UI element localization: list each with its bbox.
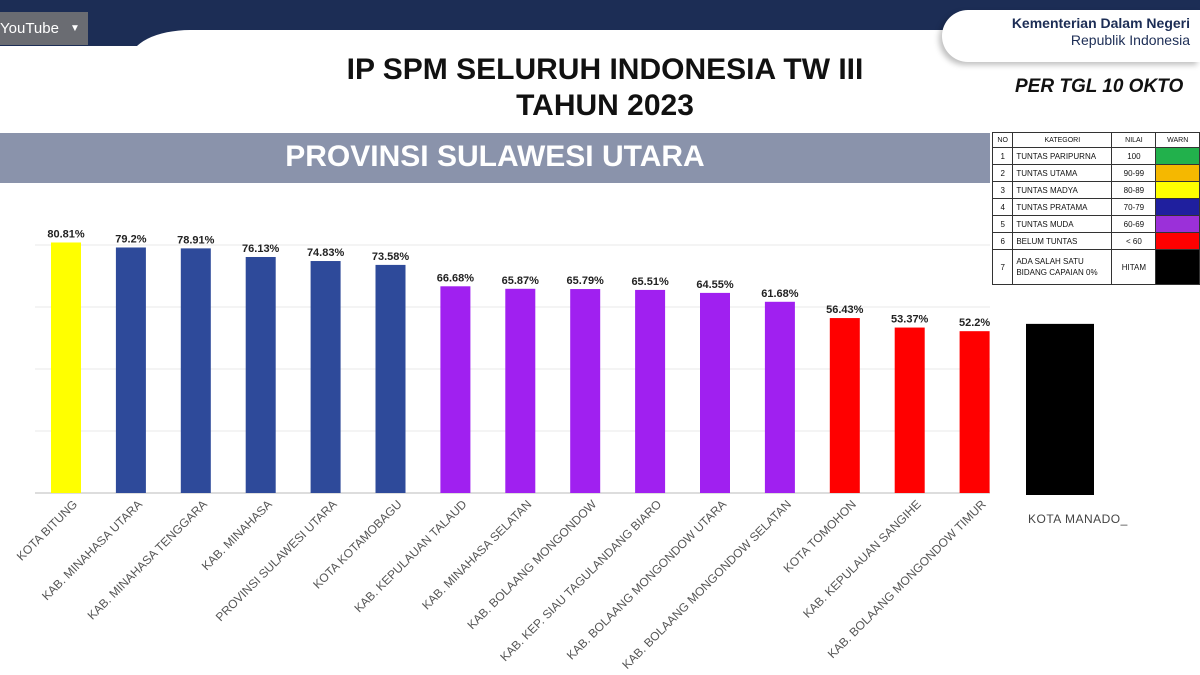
legend-no: 2	[991, 164, 1014, 182]
legend-no: 1	[991, 147, 1014, 165]
bar-value-label: 53.37%	[891, 314, 929, 326]
legend-row: 7 ADA SALAH SATU BIDANG CAPAIAN 0% HITAM	[991, 249, 1200, 285]
chevron-down-icon: ▼	[70, 23, 80, 34]
bar-value-label: 80.81%	[47, 228, 85, 240]
category-label: KAB. MINAHASA TENGGARA	[85, 497, 210, 622]
bar	[570, 289, 601, 493]
top-band-curve	[130, 30, 1030, 60]
bar	[51, 242, 81, 493]
bar-value-label: 76.13%	[242, 243, 280, 255]
legend-header-warna: WARN	[1155, 132, 1200, 148]
legend-nilai: HITAM	[1111, 249, 1157, 285]
legend-kategori: TUNTAS UTAMA	[1012, 164, 1113, 182]
legend-row: 2 TUNTAS UTAMA 90-99	[991, 164, 1200, 182]
ministry-country: Republik Indonesia	[1070, 32, 1190, 48]
bar-value-label: 78.91%	[177, 234, 215, 246]
bar	[245, 256, 276, 493]
bar-value-label: 74.83%	[307, 247, 345, 259]
legend-color-swatch	[1155, 147, 1200, 165]
legend-kategori: ADA SALAH SATU BIDANG CAPAIAN 0%	[1012, 249, 1113, 285]
category-label: KOTA BITUNG	[14, 497, 80, 563]
bar	[829, 318, 860, 493]
legend-nilai: 100	[1111, 147, 1157, 165]
bar	[440, 286, 471, 493]
bar	[115, 247, 146, 493]
bar-value-label: 73.58%	[372, 251, 410, 263]
legend-nilai: 80-89	[1111, 181, 1157, 199]
title-line-2: TAHUN 2023	[516, 89, 694, 122]
category-label: KAB. KEPULAUAN SANGIHE	[800, 497, 924, 621]
legend-kategori: BELUM TUNTAS	[1012, 232, 1113, 250]
bar-value-label: 65.87%	[502, 275, 540, 287]
legend-color-swatch	[1155, 215, 1200, 233]
legend-header-nilai: NILAI	[1111, 132, 1157, 148]
province-banner: PROVINSI SULAWESI UTARA	[0, 133, 990, 183]
legend-color-swatch	[1155, 232, 1200, 250]
category-label: KAB. MINAHASA	[199, 497, 275, 573]
bar	[505, 288, 536, 493]
legend-row: 3 TUNTAS MADYA 80-89	[991, 181, 1200, 199]
bar	[700, 292, 730, 493]
legend-row: 5 TUNTAS MUDA 60-69	[991, 215, 1200, 233]
legend-kategori: TUNTAS MADYA	[1012, 181, 1113, 199]
legend-color-swatch	[1155, 249, 1200, 285]
legend-no: 7	[991, 249, 1014, 285]
legend-row: 1 TUNTAS PARIPURNA 100	[991, 147, 1200, 165]
chart-value-labels: 80.81% 79.2% 78.91% 76.13% 74.83% 73.58% 66.68…	[47, 228, 990, 329]
bar	[375, 264, 406, 493]
legend-kategori: TUNTAS MUDA	[1012, 215, 1113, 233]
bar	[635, 289, 666, 493]
title-line-1: IP SPM SELURUH INDONESIA TW III	[346, 53, 864, 86]
youtube-label: YouTube	[0, 20, 59, 37]
legend-color-swatch	[1155, 181, 1200, 199]
legend-color-swatch	[1155, 164, 1200, 182]
bar-chart: 80.81% 79.2% 78.91% 76.13% 74.83% 73.58% 66.68…	[14, 228, 991, 672]
legend-header-kategori: KATEGORI	[1012, 132, 1113, 148]
category-label: PROVINSI SULAWESI UTARA	[213, 497, 340, 624]
legend-kategori: TUNTAS PRATAMA	[1012, 198, 1113, 216]
bar-value-label: 65.51%	[631, 276, 669, 288]
bar-value-label: 56.43%	[826, 304, 864, 316]
legend-no: 6	[991, 232, 1014, 250]
manado-bar	[1026, 323, 1094, 495]
category-label: KAB. MINAHASA SELATAN	[419, 497, 534, 612]
category-legend-table: NO KATEGORI NILAI WARN 1 TUNTAS PARIPURN…	[991, 132, 1200, 285]
bar-value-label: 66.68%	[437, 272, 475, 284]
legend-nilai: 60-69	[1111, 215, 1157, 233]
bar	[894, 327, 925, 493]
bar-value-label: 61.68%	[761, 288, 799, 300]
bar-value-label: 79.2%	[115, 233, 146, 245]
province-title: PROVINSI SULAWESI UTARA	[285, 140, 705, 173]
date-note: PER TGL 10 OKTO	[1015, 76, 1184, 97]
legend-kategori: TUNTAS PARIPURNA	[1012, 147, 1113, 165]
bar	[180, 248, 211, 493]
bar-value-label: 65.79%	[567, 275, 605, 287]
bar	[764, 301, 795, 493]
legend-nilai: 90-99	[1111, 164, 1157, 182]
ministry-badge: Kementerian Dalam Negeri Republik Indone…	[942, 10, 1200, 62]
bar-value-label: 64.55%	[696, 279, 734, 291]
legend-header-row: NO KATEGORI NILAI WARN	[991, 132, 1200, 148]
legend-nilai: 70-79	[1111, 198, 1157, 216]
youtube-menu-button[interactable]: YouTube ▼	[0, 12, 88, 45]
legend-no: 5	[991, 215, 1014, 233]
legend-row: 6 BELUM TUNTAS < 60	[991, 232, 1200, 250]
bar-value-label: 52.2%	[959, 317, 990, 329]
page-title: IP SPM SELURUH INDONESIA TW III TAHUN 20…	[300, 52, 910, 124]
legend-header-no: NO	[991, 132, 1014, 148]
legend-kategori-text: ADA SALAH SATU BIDANG CAPAIAN 0%	[1016, 257, 1098, 277]
category-label: KAB. KEPULAUAN TALAUD	[351, 497, 469, 615]
legend-row: 4 TUNTAS PRATAMA 70-79	[991, 198, 1200, 216]
bar	[310, 261, 341, 493]
chart-bars	[51, 242, 990, 493]
manado-category-label: KOTA MANADO_	[1028, 512, 1128, 526]
legend-nilai: < 60	[1111, 232, 1157, 250]
ministry-name: Kementerian Dalam Negeri	[1011, 15, 1190, 31]
manado-bar-chart	[1026, 323, 1094, 495]
category-label: KAB. BOLAANG MONGONDOW	[464, 497, 599, 632]
bar	[959, 331, 990, 493]
legend-color-swatch	[1155, 198, 1200, 216]
